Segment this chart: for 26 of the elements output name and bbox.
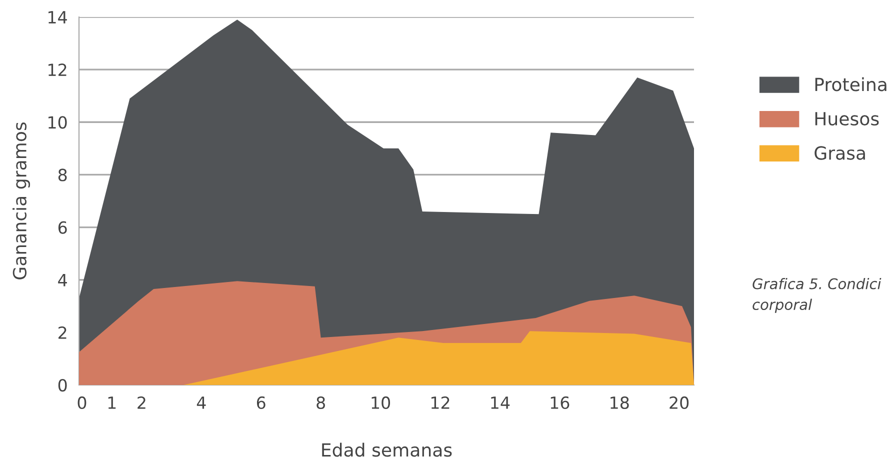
x-tick-label: 16 — [550, 396, 570, 410]
x-tick-label: 18 — [610, 396, 629, 410]
legend-label: Huesos — [815, 112, 879, 126]
x-tick-label: 4 — [196, 396, 206, 409]
x-tick-label: 12 — [431, 396, 450, 409]
x-tick-label: 10 — [372, 396, 390, 410]
x-tick-label: 20 — [670, 396, 689, 410]
x-tick-label: 8 — [316, 396, 325, 410]
x-tick-label: 0 — [78, 396, 86, 410]
y-tick-label: 14 — [48, 11, 67, 24]
y-tick-label: 4 — [58, 274, 67, 286]
x-tick-label: 14 — [491, 396, 510, 409]
text: Grafica 5. Condici corporal — [752, 278, 882, 313]
y-tick-label: 2 — [58, 326, 66, 339]
y-tick-label: 10 — [48, 116, 67, 129]
legend-label: Grasa — [814, 146, 865, 160]
x-tick-label: 1 — [108, 396, 116, 409]
y-tick-label: 6 — [58, 221, 67, 234]
y-tick-label: 0 — [58, 378, 67, 392]
x-axis-title: Edad semanas — [322, 442, 452, 457]
legend-label: Proteina — [815, 77, 886, 92]
y-axis-title: Ganancia gramos — [12, 122, 30, 280]
y-tick-label: 12 — [48, 64, 66, 76]
x-tick-label: 2 — [138, 396, 146, 409]
x-tick-label: 6 — [256, 396, 266, 410]
y-tick-label: 8 — [58, 168, 67, 182]
